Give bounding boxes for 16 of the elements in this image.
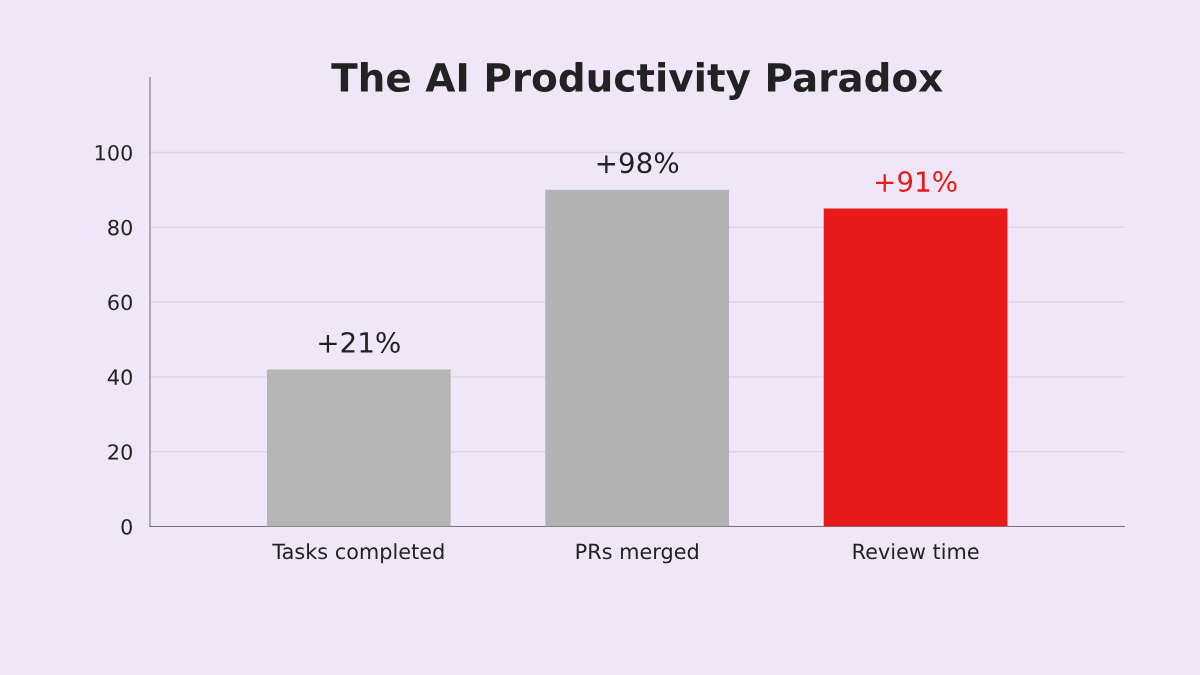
x-tick-label: Tasks completed xyxy=(272,543,444,564)
annotation: +91% xyxy=(876,171,957,193)
y-tick-label: 40 xyxy=(107,369,132,386)
chart-title: The AI Productivity Paradox xyxy=(331,61,943,100)
x-tick-label: Review time xyxy=(853,543,979,560)
y-tick-label: 20 xyxy=(108,444,132,460)
bar xyxy=(823,208,1008,527)
bar xyxy=(545,189,730,527)
annotation: +98% xyxy=(597,152,679,174)
y-tick-label: 0 xyxy=(121,518,132,535)
bar xyxy=(266,369,451,527)
annotation: +21% xyxy=(319,331,400,353)
y-tick-label: 100 xyxy=(95,144,132,161)
y-tick-label: 80 xyxy=(108,219,132,236)
y-tick-label: 60 xyxy=(108,294,132,311)
x-tick-label: PRs merged xyxy=(576,543,698,564)
